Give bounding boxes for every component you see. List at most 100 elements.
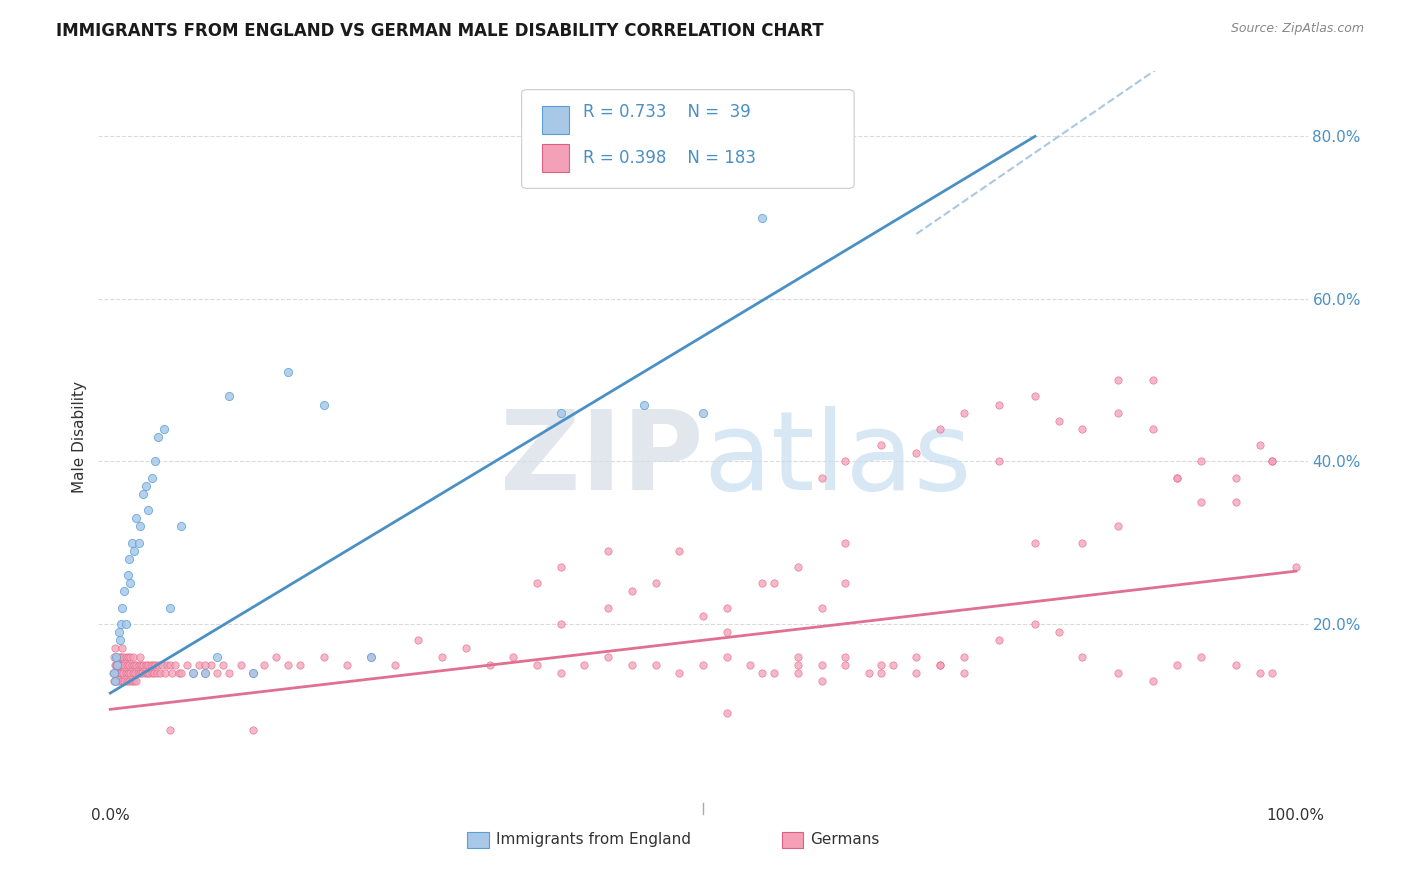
Point <box>1047 625 1070 640</box>
Point <box>929 657 952 672</box>
Point <box>692 608 714 623</box>
Point <box>716 600 738 615</box>
Point <box>478 657 501 672</box>
Point <box>810 600 832 615</box>
Point <box>110 617 132 632</box>
FancyBboxPatch shape <box>522 90 855 188</box>
Point <box>834 576 856 591</box>
Point <box>253 657 276 672</box>
Point <box>858 665 880 680</box>
Point <box>112 665 135 680</box>
Point <box>104 641 127 656</box>
Point <box>122 673 145 688</box>
Point <box>454 641 477 656</box>
Point <box>1285 560 1308 574</box>
Point <box>160 665 183 680</box>
Point <box>408 633 430 648</box>
Point <box>1225 495 1247 509</box>
Point <box>121 649 143 664</box>
Point <box>114 649 136 664</box>
Point <box>194 665 217 680</box>
Point <box>1249 665 1271 680</box>
Point <box>136 665 159 680</box>
Point <box>136 657 159 672</box>
Point <box>952 665 974 680</box>
Point <box>988 398 1011 412</box>
Point <box>165 657 187 672</box>
Text: ZIP: ZIP <box>499 406 703 513</box>
Point <box>620 657 643 672</box>
Point <box>124 665 146 680</box>
Point <box>129 649 152 664</box>
Bar <box>543 106 569 134</box>
Point <box>550 665 572 680</box>
Point <box>834 535 856 549</box>
Point <box>218 665 240 680</box>
Point <box>1166 471 1188 485</box>
Point <box>105 665 128 680</box>
Point <box>1189 649 1212 664</box>
Text: R = 0.733    N =  39: R = 0.733 N = 39 <box>583 103 751 121</box>
Point <box>336 657 359 672</box>
Point <box>110 665 132 680</box>
Point <box>153 665 176 680</box>
Point <box>141 665 163 680</box>
Point <box>1024 535 1046 549</box>
Point <box>212 657 235 672</box>
Point <box>1107 665 1129 680</box>
Point <box>644 576 666 591</box>
Point <box>118 657 141 672</box>
Point <box>105 649 128 664</box>
Point <box>105 649 128 664</box>
Point <box>136 503 159 517</box>
Point <box>751 576 773 591</box>
Point <box>132 657 155 672</box>
Point <box>156 657 179 672</box>
Point <box>692 406 714 420</box>
Point <box>1261 665 1284 680</box>
Point <box>834 454 856 468</box>
Point <box>128 535 150 549</box>
Point <box>205 649 228 664</box>
Point <box>644 657 666 672</box>
Point <box>952 649 974 664</box>
Point <box>1225 657 1247 672</box>
Point <box>105 657 128 672</box>
Point <box>810 673 832 688</box>
Point <box>205 665 228 680</box>
Point <box>170 665 193 680</box>
Point <box>763 576 786 591</box>
Point <box>115 657 138 672</box>
Point <box>751 665 773 680</box>
Point <box>127 665 149 680</box>
Text: IMMIGRANTS FROM ENGLAND VS GERMAN MALE DISABILITY CORRELATION CHART: IMMIGRANTS FROM ENGLAND VS GERMAN MALE D… <box>56 22 824 40</box>
Point <box>146 430 169 444</box>
Point <box>122 657 145 672</box>
Point <box>1071 649 1094 664</box>
Point <box>242 665 264 680</box>
Point <box>550 560 572 574</box>
Point <box>131 665 153 680</box>
Point <box>1261 454 1284 468</box>
Point <box>141 471 163 485</box>
Point <box>242 723 264 737</box>
Point <box>138 665 160 680</box>
Point <box>181 665 204 680</box>
Point <box>1225 471 1247 485</box>
Point <box>929 422 952 436</box>
Point <box>288 657 311 672</box>
Point <box>905 446 928 460</box>
Point <box>108 633 131 648</box>
Point <box>149 665 172 680</box>
Point <box>114 617 136 632</box>
Point <box>1166 657 1188 672</box>
Point <box>277 657 299 672</box>
Point <box>869 657 891 672</box>
Point <box>110 649 132 664</box>
Point <box>103 673 125 688</box>
Point <box>905 665 928 680</box>
Point <box>181 665 204 680</box>
Point <box>598 600 620 615</box>
Point <box>105 665 128 680</box>
Point <box>360 649 382 664</box>
